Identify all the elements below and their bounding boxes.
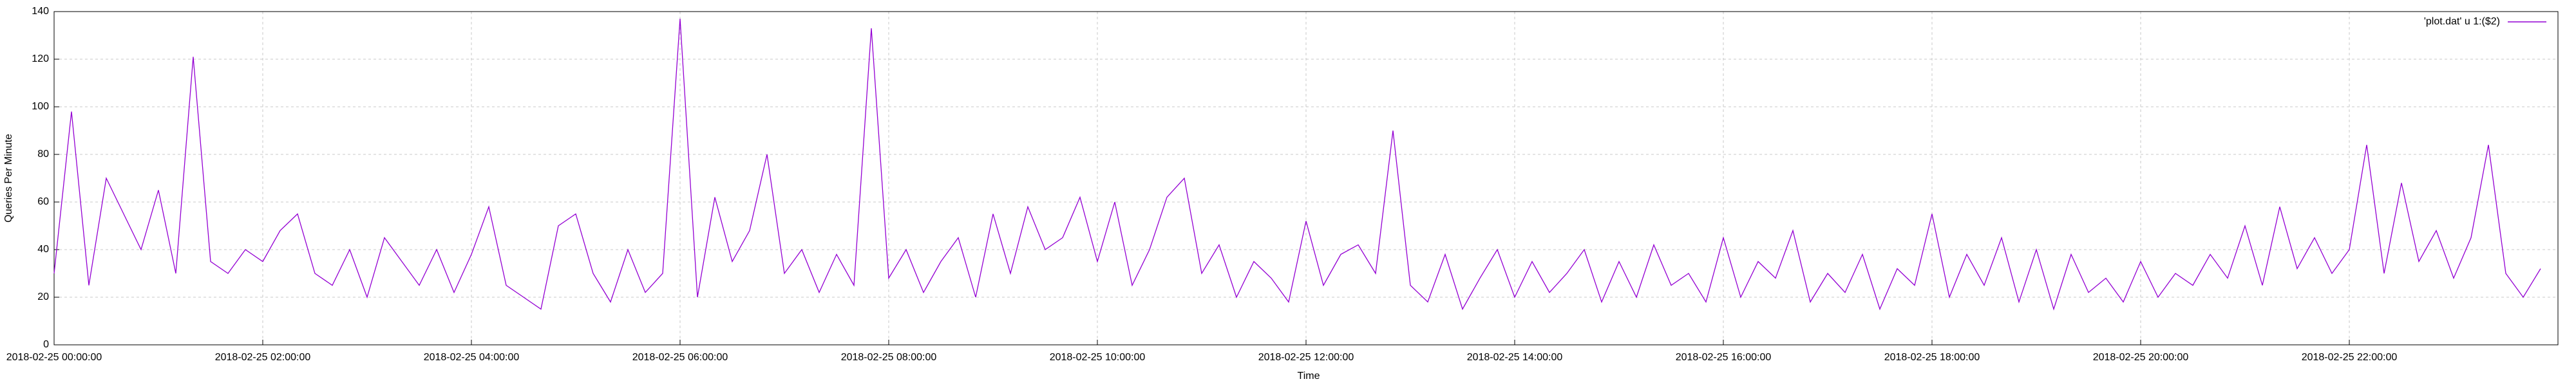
x-tick-label: 2018-02-25 12:00:00: [1258, 352, 1354, 363]
x-tick-label: 2018-02-25 16:00:00: [1676, 352, 1772, 363]
legend-label: 'plot.dat' u 1:($2): [2424, 16, 2500, 27]
y-tick-label: 120: [32, 53, 49, 64]
x-tick-label: 2018-02-25 02:00:00: [215, 352, 311, 363]
x-tick-label: 2018-02-25 06:00:00: [632, 352, 728, 363]
y-tick-label: 100: [32, 101, 49, 112]
x-tick-label: 2018-02-25 08:00:00: [841, 352, 937, 363]
y-tick-label: 140: [32, 6, 49, 17]
y-tick-label: 40: [37, 244, 49, 255]
x-tick-label: 2018-02-25 10:00:00: [1050, 352, 1146, 363]
x-tick-label: 2018-02-25 14:00:00: [1467, 352, 1563, 363]
x-tick-label: 2018-02-25 20:00:00: [2093, 352, 2189, 363]
x-axis-label: Time: [1298, 371, 1320, 381]
plot-frame: [53, 11, 2559, 345]
y-axis-label: Queries Per Minute: [3, 134, 14, 223]
x-tick-label: 2018-02-25 18:00:00: [1884, 352, 1980, 363]
y-tick-label: 80: [37, 149, 49, 160]
y-tick-label: 60: [37, 196, 49, 207]
y-tick-label: 20: [37, 291, 49, 302]
y-tick-label: 0: [43, 339, 49, 350]
x-tick-label: 2018-02-25 22:00:00: [2302, 352, 2398, 363]
data-line: [53, 19, 2541, 311]
x-tick-label: 2018-02-25 04:00:00: [424, 352, 520, 363]
x-tick-label: 2018-02-25 00:00:00: [6, 352, 102, 363]
